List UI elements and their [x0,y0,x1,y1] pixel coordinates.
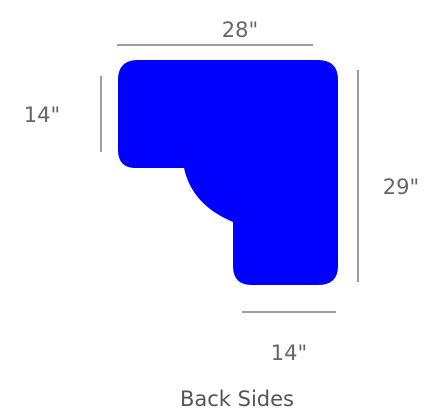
back-side-panel-shape [118,60,338,285]
caption: Back Sides [180,387,294,411]
bottom-width-label: 14" [271,341,307,365]
right-height-label: 29" [383,175,419,199]
left-height-label: 14" [24,103,60,127]
top-width-label: 28" [222,18,258,42]
